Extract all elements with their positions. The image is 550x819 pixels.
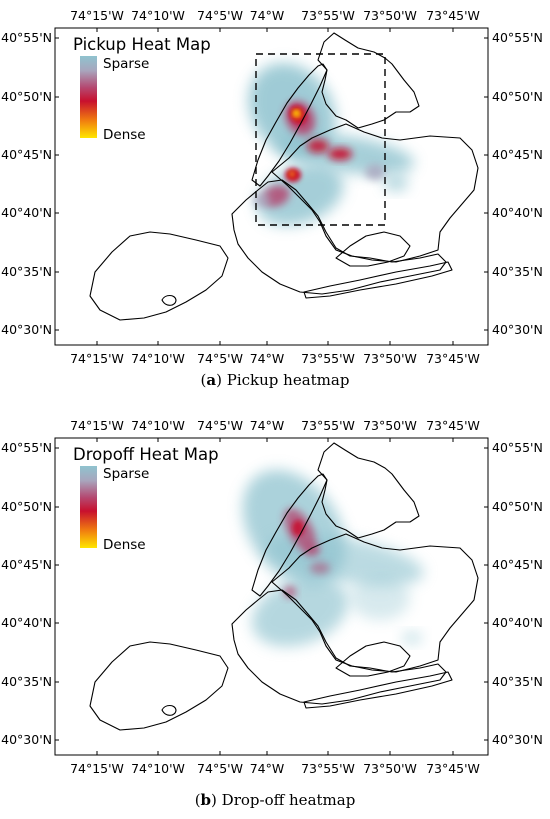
x-tick-label-top: 74°W <box>250 8 285 23</box>
legend-title: Pickup Heat Map <box>73 35 211 54</box>
x-tick-label-top: 74°5'W <box>197 418 243 433</box>
x-tick-label-top: 73°50'W <box>363 418 417 433</box>
x-tick-label-bottom: 74°15'W <box>70 351 124 366</box>
dropoff-heatmap-map: 74°15'W 74°15'W 74°10'W 74°10'W 74°5'W 74°5'W… <box>1 418 543 776</box>
heat-blob <box>307 139 329 153</box>
x-tick-label-top: 73°50'W <box>363 8 417 23</box>
x-tick-label-top: 74°15'W <box>70 8 124 23</box>
y-tick-label-left: 40°35'N <box>1 674 52 689</box>
outline-rockaway <box>303 671 453 709</box>
pickup-heatmap-panel: 74°15'W 74°15'W 74°10'W 74°10'W 74°5'W 74°5'W… <box>0 0 550 408</box>
x-tick-label-top: 74°10'W <box>131 418 185 433</box>
y-tick-label-left: 40°35'N <box>1 264 52 279</box>
heat-blob <box>304 544 320 556</box>
x-tick-label-bottom: 73°45'W <box>426 351 480 366</box>
y-tick-label-left: 40°55'N <box>1 440 52 455</box>
heat-blob <box>289 171 295 177</box>
outline-shooters <box>161 294 177 306</box>
y-tick-label-left: 40°50'N <box>1 499 52 514</box>
dropoff-heatmap-panel: 74°15'W 74°15'W 74°10'W 74°10'W 74°5'W 74°5'W… <box>0 410 550 819</box>
x-tick-label-bottom: 73°55'W <box>301 351 355 366</box>
outline-queens <box>271 533 479 673</box>
outline-bronx <box>317 442 420 539</box>
borough-outlines <box>89 32 479 321</box>
legend-color-bar <box>80 466 97 548</box>
y-tick-label-left: 40°45'N <box>1 557 52 572</box>
y-tick-label-right: 40°35'N <box>492 264 543 279</box>
y-tick-label-right: 40°35'N <box>492 674 543 689</box>
heat-blob <box>365 164 385 180</box>
legend-title: Dropoff Heat Map <box>73 445 219 464</box>
outline-statenIsland <box>89 231 229 321</box>
x-tick-label-top: 73°55'W <box>301 8 355 23</box>
x-tick-label-bottom: 74°10'W <box>131 351 185 366</box>
heat-blob <box>402 632 422 644</box>
y-tick-label-right: 40°50'N <box>492 89 543 104</box>
y-tick-label-right: 40°40'N <box>492 205 543 220</box>
heat-blob <box>310 562 330 574</box>
y-tick-label-left: 40°45'N <box>1 147 52 162</box>
x-tick-label-top: 73°45'W <box>426 418 480 433</box>
outline-queens <box>271 123 479 263</box>
y-tick-label-left: 40°30'N <box>1 322 52 337</box>
x-tick-label-bottom: 74°W <box>250 351 285 366</box>
outline-jamaicaBay <box>335 231 411 267</box>
legend-high-label: Dense <box>103 537 146 553</box>
heat-blob <box>384 175 408 191</box>
heat-blob <box>251 577 349 647</box>
outline-brooklyn <box>231 589 447 705</box>
heat-blob <box>328 148 352 160</box>
y-tick-label-right: 40°45'N <box>492 557 543 572</box>
x-tick-label-bottom: 74°5'W <box>197 761 243 776</box>
x-tick-label-bottom: 73°45'W <box>426 761 480 776</box>
x-tick-label-top: 74°5'W <box>197 8 243 23</box>
x-tick-label-bottom: 74°10'W <box>131 761 185 776</box>
heat-blob <box>293 110 299 116</box>
x-tick-label-top: 74°10'W <box>131 8 185 23</box>
y-tick-label-right: 40°30'N <box>492 322 543 337</box>
y-tick-label-right: 40°30'N <box>492 732 543 747</box>
pickup-caption: (a) Pickup heatmap <box>200 371 350 389</box>
y-tick-label-left: 40°40'N <box>1 615 52 630</box>
x-tick-label-top: 74°W <box>250 418 285 433</box>
heat-blob <box>292 520 304 536</box>
x-tick-label-bottom: 74°5'W <box>197 351 243 366</box>
dropoff-caption: (b) Drop-off heatmap <box>194 791 356 809</box>
y-tick-label-left: 40°50'N <box>1 89 52 104</box>
y-tick-label-left: 40°40'N <box>1 205 52 220</box>
outline-bronx <box>317 32 420 129</box>
x-tick-label-bottom: 73°50'W <box>363 761 417 776</box>
x-tick-label-bottom: 74°15'W <box>70 761 124 776</box>
outline-rockaway <box>303 261 453 299</box>
study-area-box <box>255 53 386 226</box>
legend-high-label: Dense <box>103 127 146 143</box>
x-tick-label-bottom: 74°W <box>250 761 285 776</box>
legend-color-bar <box>80 56 97 138</box>
outline-brooklyn <box>231 179 447 295</box>
x-tick-label-top: 73°55'W <box>301 418 355 433</box>
outline-shooters <box>161 704 177 716</box>
y-tick-label-right: 40°50'N <box>492 499 543 514</box>
outline-jamaicaBay <box>335 641 411 677</box>
y-tick-label-left: 40°55'N <box>1 30 52 45</box>
borough-outlines <box>89 442 479 731</box>
legend-low-label: Sparse <box>103 466 149 482</box>
y-tick-label-right: 40°55'N <box>492 440 543 455</box>
outline-statenIsland <box>89 641 229 731</box>
pickup-heatmap-map: 74°15'W 74°15'W 74°10'W 74°10'W 74°5'W 74°5'W… <box>1 8 543 366</box>
legend-low-label: Sparse <box>103 56 149 72</box>
x-tick-label-bottom: 73°50'W <box>363 351 417 366</box>
legend: Dropoff Heat Map Sparse Dense <box>73 445 219 553</box>
y-tick-label-right: 40°55'N <box>492 30 543 45</box>
x-tick-label-bottom: 73°55'W <box>301 761 355 776</box>
y-tick-label-left: 40°30'N <box>1 732 52 747</box>
x-tick-label-top: 74°15'W <box>70 418 124 433</box>
heat-layer <box>242 469 424 647</box>
heat-blob <box>350 576 410 620</box>
y-tick-label-right: 40°40'N <box>492 615 543 630</box>
x-tick-label-top: 73°45'W <box>426 8 480 23</box>
heat-blob <box>253 193 271 207</box>
legend: Pickup Heat Map Sparse Dense <box>73 35 211 143</box>
y-tick-label-right: 40°45'N <box>492 147 543 162</box>
